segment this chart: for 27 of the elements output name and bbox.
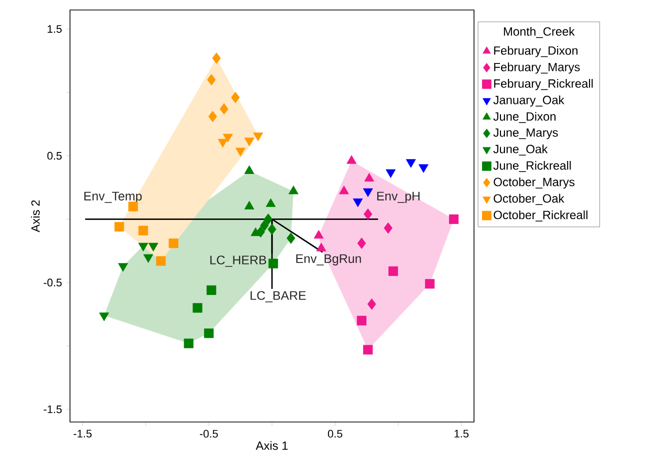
legend-label: October_Marys xyxy=(494,177,574,189)
legend-label: June_Dixon xyxy=(493,112,556,123)
legend-label: June_Rickreall xyxy=(493,160,571,172)
legend-label: October_Rickreall xyxy=(494,210,588,222)
x-tick-label: -0.5 xyxy=(200,430,218,438)
y-axis-title: Axis 2 xyxy=(30,200,40,232)
y-tick-label: -0.5 xyxy=(44,278,62,286)
legend-label: June_Marys xyxy=(493,128,558,140)
series-label: LC_HERB xyxy=(210,256,266,267)
x-tick-label: 1.5 xyxy=(454,430,469,438)
x-tick-label: -1.5 xyxy=(74,430,92,438)
legend-label: January_Oak xyxy=(493,95,564,107)
series-label: Env_pH xyxy=(377,192,420,203)
series-label: Env_BgRun xyxy=(296,254,361,266)
x-tick-label: 0.5 xyxy=(328,430,342,438)
legend-label: February_Rickreall xyxy=(494,78,593,90)
y-tick-label: 1.5 xyxy=(48,25,62,33)
y-tick-label: -1.5 xyxy=(44,406,62,414)
series-label: LC_BARE xyxy=(250,291,306,302)
legend-title: Month_Creek xyxy=(504,26,575,38)
legend-label: June_Oak xyxy=(493,144,548,156)
x-axis-title: Axis 1 xyxy=(256,441,288,450)
legend-label: February_Dixon xyxy=(494,46,578,58)
legend-label: February_Marys xyxy=(494,62,580,74)
y-tick-label: 0.5 xyxy=(47,152,62,160)
series-label: Env_Temp xyxy=(84,192,142,203)
legend-label: October_Oak xyxy=(494,194,564,205)
